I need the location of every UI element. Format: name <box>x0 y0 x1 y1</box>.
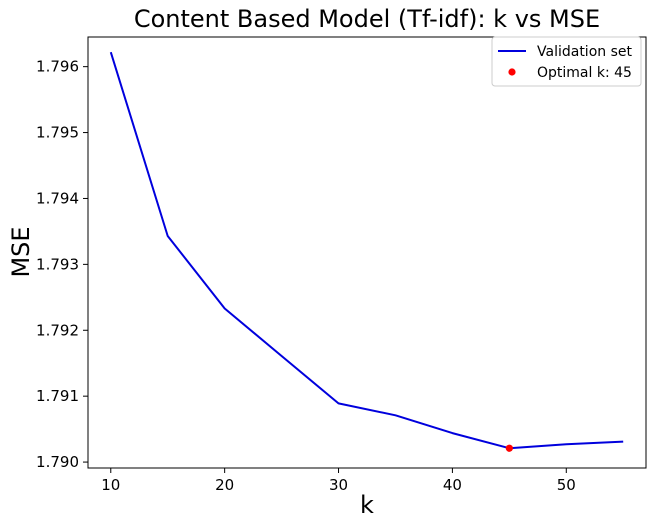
x-tick-label: 10 <box>101 476 120 494</box>
chart-title: Content Based Model (Tf-idf): k vs MSE <box>134 5 600 33</box>
y-tick-label: 1.796 <box>36 58 79 76</box>
series-line-validation <box>109 51 624 450</box>
plot-frame <box>87 36 647 469</box>
y-axis-label: MSE <box>7 226 35 277</box>
x-tick-label: 50 <box>557 476 576 494</box>
y-tick-label: 1.790 <box>36 453 79 471</box>
y-tick-label: 1.792 <box>36 321 79 339</box>
axis-ticks: 10 20 30 40 50 1.790 1.791 1.792 1.793 1.794 1.795… <box>36 58 576 494</box>
y-tick-label: 1.791 <box>36 387 79 405</box>
x-tick-label: 20 <box>215 476 234 494</box>
x-tick-label: 30 <box>329 476 348 494</box>
y-tick-label: 1.794 <box>36 189 79 207</box>
optimal-k-marker <box>505 444 513 452</box>
legend-optimal-label: Optimal k: 45 <box>537 65 632 81</box>
legend-validation-label: Validation set <box>537 44 632 60</box>
legend-box <box>491 36 642 87</box>
y-tick-label: 1.793 <box>36 255 79 273</box>
x-tick-label: 40 <box>443 476 462 494</box>
legend-optimal-marker-icon <box>508 68 516 76</box>
legend: Validation set Optimal k: 45 <box>491 36 642 87</box>
y-tick-label: 1.795 <box>36 124 79 142</box>
x-axis-label: k <box>360 491 374 519</box>
plot-area <box>87 36 647 469</box>
